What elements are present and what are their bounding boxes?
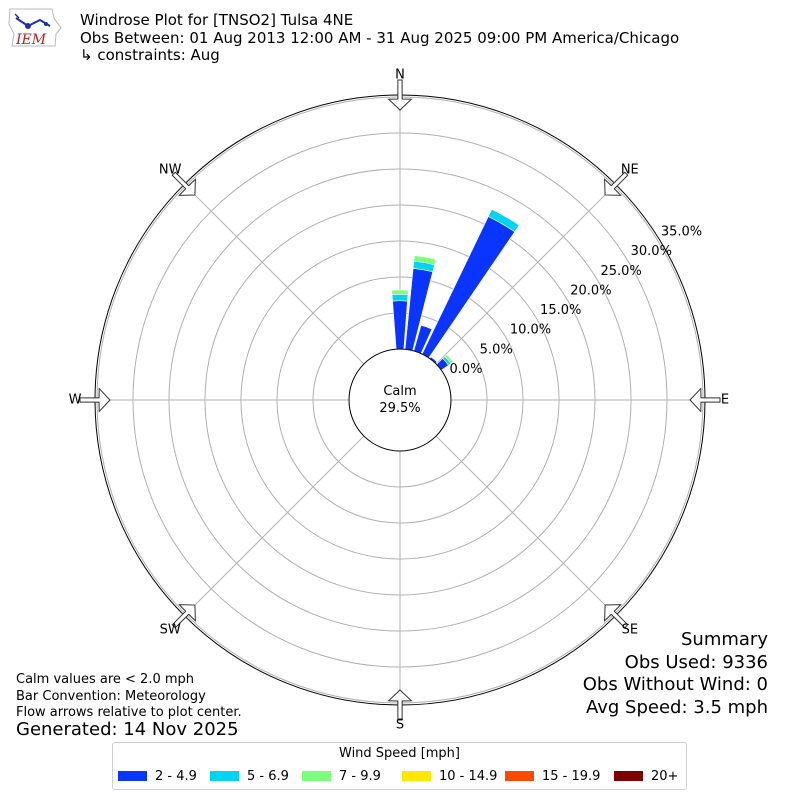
legend-label: 2 - 4.9	[155, 768, 197, 784]
iem-logo: IEM	[6, 6, 64, 54]
obs-used: Obs Used: 9336	[624, 651, 768, 673]
direction-label-se: SE	[622, 622, 638, 637]
calm-value: 29.5%	[379, 401, 420, 416]
direction-label-ne: NE	[621, 163, 639, 178]
avg-speed: Avg Speed: 3.5 mph	[586, 696, 768, 718]
calm-circle	[348, 348, 452, 452]
chart-title: Windrose Plot for [TNSO2] Tulsa 4NE	[80, 11, 354, 29]
legend-label: 20+	[651, 768, 679, 784]
svg-text:IEM: IEM	[15, 32, 47, 48]
arrow-n	[387, 79, 413, 111]
legend-item: 5 - 6.9	[210, 768, 289, 784]
arrow-sw	[171, 604, 196, 629]
legend-label: 15 - 19.9	[542, 768, 601, 784]
legend-swatch	[402, 771, 431, 781]
radial-tick-label: 5.0%	[480, 342, 513, 357]
legend-item: 20+	[614, 768, 678, 784]
arrow-se	[604, 604, 629, 629]
notes: Calm values are < 2.0 mph Bar Convention…	[16, 672, 242, 722]
grid-spoke	[183, 183, 365, 365]
legend-swatch	[302, 771, 331, 781]
obs-without-wind: Obs Without Wind: 0	[582, 674, 768, 695]
legend-label: 10 - 14.9	[439, 768, 498, 784]
grid-spoke	[435, 183, 617, 365]
arrow-e	[689, 387, 721, 413]
direction-label-s: S	[396, 718, 404, 733]
radial-tick-label: 20.0%	[570, 283, 611, 298]
direction-label-sw: SW	[160, 622, 181, 637]
legend-swatch	[118, 771, 147, 781]
direction-label-e: E	[721, 393, 729, 408]
legend-swatch	[614, 771, 643, 781]
arrow-nw	[171, 171, 196, 196]
arrow-s	[387, 689, 413, 721]
legend-item: 15 - 19.9	[505, 768, 600, 784]
radial-tick-label: 0.0%	[449, 362, 482, 377]
bar-50deg-7-9.9	[444, 353, 454, 364]
direction-label-nw: NW	[159, 163, 182, 178]
bar-0deg-5-6.9	[391, 293, 409, 302]
radial-tick-label: 30.0%	[631, 244, 672, 259]
radial-tick-label: 10.0%	[510, 323, 551, 338]
direction-label-w: W	[69, 393, 82, 408]
note-calm: Calm values are < 2.0 mph	[16, 672, 195, 687]
wind-bars	[391, 208, 520, 371]
note-bar-convention: Bar Convention: Meteorology	[16, 688, 206, 704]
direction-arrows	[79, 79, 721, 721]
axis-labels: N NE E SE S SW W NW 0.0% 5.0% 10.0% 15.0% 20.0% 25.0%…	[69, 68, 730, 733]
radial-tick-label: 25.0%	[600, 264, 641, 279]
legend-title: Wind Speed [mph]	[339, 746, 460, 761]
legend-label: 5 - 6.9	[247, 768, 289, 784]
legend-label: 7 - 9.9	[339, 768, 381, 784]
grid-spoke	[435, 435, 617, 617]
chart-subtitle-constraints: ↳ constraints: Aug	[80, 46, 220, 64]
legend-item: 2 - 4.9	[118, 768, 197, 784]
note-flow-arrows: Flow arrows relative to plot center.	[16, 705, 242, 720]
arrow-ne	[604, 171, 629, 196]
grid-spoke	[183, 435, 365, 617]
legend-swatch	[505, 771, 534, 781]
summary-heading: Summary	[681, 629, 768, 650]
arrow-w	[79, 387, 111, 413]
direction-label-n: N	[395, 68, 405, 83]
legend-swatch	[210, 771, 239, 781]
radial-tick-label: 15.0%	[540, 303, 581, 318]
chart-subtitle-date-range: Obs Between: 01 Aug 2013 12:00 AM - 31 A…	[80, 29, 680, 47]
bar-0deg-7-9.9	[391, 289, 409, 295]
legend: Wind Speed [mph] 2 - 4.9 5 - 6.9 7 - 9.9 10…	[112, 742, 687, 790]
generated-date: Generated: 14 Nov 2025	[16, 719, 239, 740]
summary-panel: Summary Obs Used: 9336 Obs Without Wind:…	[583, 629, 768, 719]
legend-item: 10 - 14.9	[402, 768, 497, 784]
radial-tick-label: 35.0%	[661, 225, 702, 240]
calm-label: Calm	[383, 384, 416, 399]
bar-30deg-5-6.9	[487, 208, 520, 233]
bar-10deg-10-14.9	[414, 254, 437, 260]
legend-item: 7 - 9.9	[302, 768, 381, 784]
